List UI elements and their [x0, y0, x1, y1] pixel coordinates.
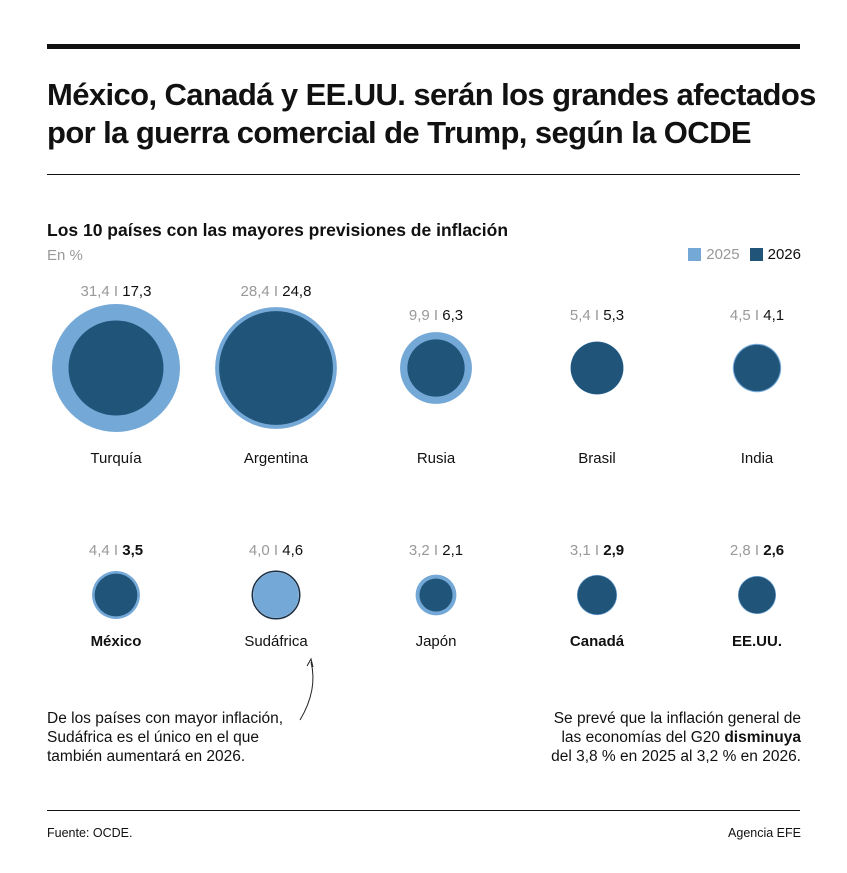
legend-item-2026: 2026	[749, 246, 801, 263]
value-label: 4,4 I 3,5	[89, 542, 143, 559]
value-part: 4,1	[763, 307, 784, 324]
country-label: Sudáfrica	[244, 633, 308, 650]
value-part: 2,6	[763, 542, 784, 559]
value-label: 4,5 I 4,1	[730, 307, 784, 324]
value-label: 3,1 I 2,9	[570, 542, 624, 559]
value-part: I	[114, 283, 122, 300]
country-label: Argentina	[244, 450, 309, 467]
value-part: I	[434, 542, 442, 559]
bubble-2026	[68, 320, 164, 416]
value-label: 3,2 I 2,1	[409, 542, 463, 559]
value-part: I	[595, 542, 603, 559]
bubble-2026	[577, 575, 617, 615]
value-part: 4,6	[282, 542, 303, 559]
value-label: 2,8 I 2,6	[730, 542, 784, 559]
country-label: EE.UU.	[732, 633, 782, 650]
value-part: 2,9	[603, 542, 624, 559]
note-line: Sudáfrica es el único en el que	[47, 729, 259, 746]
value-part: 3,1	[570, 542, 595, 559]
value-label: 31,4 I 17,3	[81, 283, 152, 300]
top-bar	[47, 44, 800, 49]
bubble-2026	[219, 311, 333, 425]
value-part: 2,1	[442, 542, 463, 559]
divider	[47, 174, 800, 175]
value-part: 5,3	[603, 307, 624, 324]
legend-item-2025: 2025	[688, 246, 740, 263]
arrow-head-icon	[306, 657, 314, 668]
value-label: 5,4 I 5,3	[570, 307, 624, 324]
country-label: Brasil	[578, 450, 616, 467]
chart-title: Los 10 países con las mayores previsione…	[47, 220, 509, 240]
value-part: I	[595, 307, 603, 324]
note-line: también aumentará en 2026.	[47, 748, 246, 765]
note-emphasis: disminuya	[724, 729, 801, 746]
value-part: I	[274, 283, 282, 300]
value-part: 9,9	[409, 307, 434, 324]
bubble-2026	[733, 344, 781, 392]
value-part: 4,5	[730, 307, 755, 324]
source: Fuente: OCDE.	[47, 826, 133, 840]
value-part: 31,4	[81, 283, 114, 300]
value-part: 5,4	[570, 307, 595, 324]
note-line: las economías del G20 disminuya	[551, 728, 801, 747]
value-part: 3,2	[409, 542, 434, 559]
bubble-2025	[253, 572, 299, 618]
country-label: Rusia	[417, 450, 456, 467]
legend-label: 2025	[706, 246, 740, 263]
country-label: Japón	[416, 633, 457, 650]
note-line: De los países con mayor inflación,	[47, 710, 284, 727]
credit: Agencia EFE	[728, 826, 801, 840]
value-part: I	[434, 307, 442, 324]
value-part: I	[755, 307, 763, 324]
country-label: México	[91, 633, 142, 650]
legend: 2025 2026	[688, 246, 801, 263]
bubble-2026	[570, 341, 624, 395]
value-part: 6,3	[442, 307, 463, 324]
value-label: 28,4 I 24,8	[241, 283, 312, 300]
value-part: 3,5	[122, 542, 143, 559]
value-part: 4,4	[89, 542, 114, 559]
value-part: I	[114, 542, 122, 559]
value-part: 17,3	[122, 283, 151, 300]
country-label: Canadá	[570, 633, 625, 650]
value-label: 9,9 I 6,3	[409, 307, 463, 324]
value-part: I	[755, 542, 763, 559]
legend-swatch	[688, 248, 702, 261]
legend-label: 2026	[767, 246, 801, 263]
note-right: Se prevé que la inflación general de las…	[551, 709, 801, 766]
value-part: I	[274, 542, 282, 559]
bubble-2026	[738, 576, 776, 614]
bubble-2026	[251, 570, 301, 620]
note-text: las economías del G20	[561, 729, 725, 746]
bubble-2026	[407, 339, 465, 397]
value-part: 28,4	[241, 283, 274, 300]
legend-swatch	[749, 248, 763, 261]
page-title: México, Canadá y EE.UU. serán los grande…	[47, 76, 827, 152]
value-part: 2,8	[730, 542, 755, 559]
value-label: 4,0 I 4,6	[249, 542, 303, 559]
note-left: De los países con mayor inflación, Sudáf…	[47, 709, 283, 766]
country-label: India	[741, 450, 774, 467]
title-line: México, Canadá y EE.UU. serán los grande…	[47, 77, 816, 112]
unit-label: En %	[47, 247, 83, 264]
divider	[47, 810, 800, 811]
annotation-arrow	[299, 661, 314, 721]
value-part: 24,8	[282, 283, 311, 300]
note-line: Se prevé que la inflación general de	[553, 710, 801, 727]
bubble-2026	[419, 578, 453, 612]
value-part: 4,0	[249, 542, 274, 559]
bubble-2026	[94, 573, 138, 617]
note-line: del 3,8 % en 2025 al 3,2 % en 2026.	[551, 748, 801, 765]
country-label: Turquía	[90, 450, 142, 467]
title-line: por la guerra comercial de Trump, según …	[47, 115, 752, 150]
